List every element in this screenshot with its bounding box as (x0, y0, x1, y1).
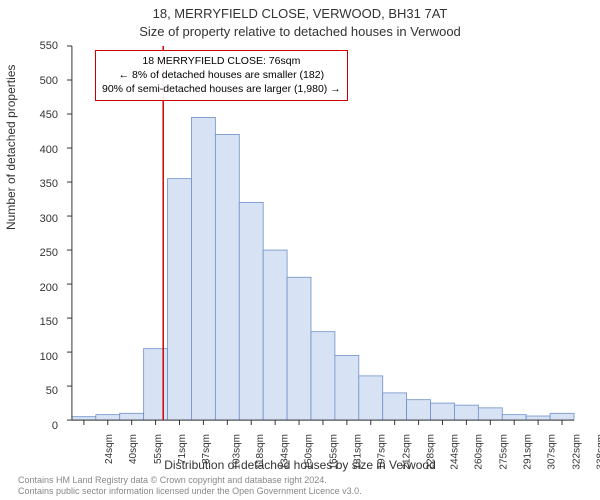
y-tick: 300 (28, 213, 58, 225)
x-axis-label: Distribution of detached houses by size … (0, 458, 600, 472)
chart-title-desc: Size of property relative to detached ho… (0, 24, 600, 39)
annotation-line2: ← 8% of detached houses are smaller (182… (102, 68, 341, 82)
chart-container: 18, MERRYFIELD CLOSE, VERWOOD, BH31 7AT … (0, 0, 600, 500)
y-tick: 400 (28, 144, 58, 156)
annotation-line3: 90% of semi-detached houses are larger (… (102, 82, 341, 96)
footer-line2: Contains public sector information licen… (18, 486, 362, 498)
y-tick: 350 (28, 178, 58, 190)
footer-line1: Contains HM Land Registry data © Crown c… (18, 475, 362, 487)
y-tick: 550 (28, 40, 58, 52)
y-tick: 150 (28, 316, 58, 328)
histogram-svg (65, 46, 575, 426)
y-axis-label: Number of detached properties (4, 65, 18, 230)
y-tick: 0 (28, 420, 58, 432)
y-tick: 100 (28, 351, 58, 363)
chart-title-address: 18, MERRYFIELD CLOSE, VERWOOD, BH31 7AT (0, 6, 600, 21)
y-tick: 200 (28, 282, 58, 294)
annotation-line1: 18 MERRYFIELD CLOSE: 76sqm (102, 54, 341, 68)
annotation-box: 18 MERRYFIELD CLOSE: 76sqm ← 8% of detac… (95, 50, 348, 101)
y-tick: 50 (28, 385, 58, 397)
footer-attribution: Contains HM Land Registry data © Crown c… (18, 475, 362, 498)
y-tick: 250 (28, 247, 58, 259)
y-tick: 450 (28, 109, 58, 121)
y-tick: 500 (28, 75, 58, 87)
